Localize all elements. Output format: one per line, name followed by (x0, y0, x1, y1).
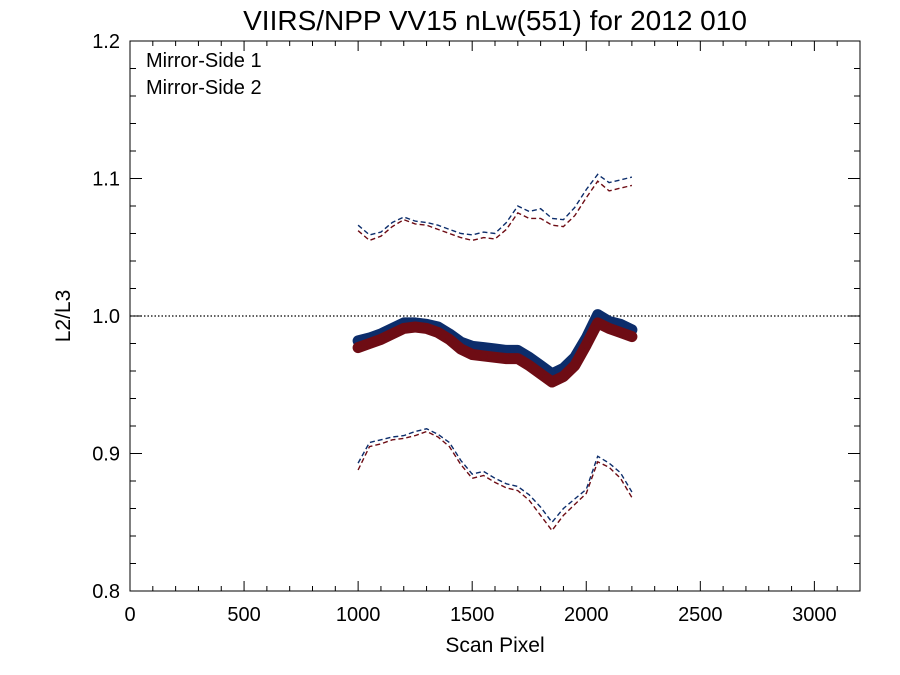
series-2-mean-point (456, 345, 465, 353)
series-2-mean-point (354, 343, 363, 352)
series-2-mean-point (513, 354, 522, 363)
series-2-mean-point (376, 335, 385, 344)
x-tick-label: 500 (227, 604, 260, 626)
x-axis-label: Scan Pixel (445, 634, 544, 657)
x-tick-label: 1000 (336, 604, 381, 626)
chart-title: VIIRS/NPP VV15 nLw(551) for 2012 010 (243, 5, 747, 36)
series-2-mean-band (352, 317, 638, 388)
x-tick-label: 2500 (678, 604, 723, 626)
y-tick-label: 0.9 (92, 444, 120, 466)
series-2-mean-point (399, 324, 408, 333)
series-2-mean-point (627, 332, 636, 341)
series-1-upper-line (357, 173, 633, 236)
y-tick-label: 1.1 (92, 169, 120, 191)
series-2-mean-point (434, 328, 442, 337)
series-2-mean-point (468, 350, 477, 359)
series-2-mean-point (365, 339, 374, 348)
x-tick-label: 1500 (450, 604, 495, 626)
series-1-mean-point (479, 343, 488, 352)
y-tick-label: 0.8 (92, 581, 120, 603)
series-2-mean-point (491, 353, 499, 362)
plot-frame (129, 40, 861, 592)
series-1-lower-line (357, 428, 633, 524)
plot-area (130, 173, 860, 532)
x-tick-label: 2000 (564, 604, 609, 626)
series-2-upper-line (357, 180, 633, 242)
y-axis-ticks: 0.8 0.9 1.0 1.1 1.2 (92, 31, 860, 603)
series-2-mean-point (525, 361, 534, 370)
series-2-mean-point (559, 372, 568, 381)
series-2-mean-point (411, 323, 420, 331)
legend-mirror-side-2: Mirror-Side 2 (146, 77, 262, 99)
x-axis-ticks: 0 500 1000 1500 2000 2500 3000 (124, 41, 861, 626)
series-1-mean-point (513, 346, 522, 355)
series-1-mean-point (491, 345, 499, 353)
series-2-mean-point (445, 335, 454, 344)
series-2-mean-point (593, 318, 602, 327)
series-2-mean-point (479, 351, 488, 360)
x-tick-label: 0 (124, 604, 135, 626)
series-2-mean-point (582, 340, 591, 349)
series-2-mean-point (536, 369, 545, 378)
y-tick-label: 1.0 (92, 306, 120, 328)
series-2-mean-point (388, 329, 397, 338)
series-2-mean-point (616, 328, 625, 337)
series-2-mean-point (502, 354, 511, 363)
series-2-lower-line (357, 430, 633, 532)
series-2-mean-point (548, 378, 556, 386)
legend-mirror-side-1: Mirror-Side 1 (146, 50, 262, 72)
y-axis-label: L2/L3 (52, 290, 75, 343)
x-tick-label: 3000 (792, 604, 837, 626)
series-1-mean-point (593, 310, 602, 319)
series-2-mean-point (570, 361, 579, 370)
series-1-mean-point (502, 346, 511, 355)
series-2-mean-point (422, 324, 431, 333)
y-tick-label: 1.2 (92, 31, 120, 53)
series-2-mean-point (605, 324, 614, 333)
